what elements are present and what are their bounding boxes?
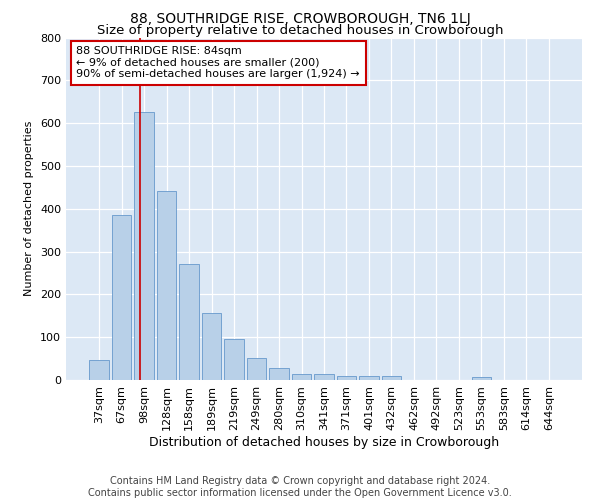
- Bar: [134, 112, 154, 380]
- Bar: [247, 358, 266, 380]
- Text: 88 SOUTHRIDGE RISE: 84sqm
← 9% of detached houses are smaller (200)
90% of semi-: 88 SOUTHRIDGE RISE: 84sqm ← 9% of detach…: [76, 46, 360, 80]
- Bar: [269, 368, 289, 380]
- Bar: [472, 377, 491, 380]
- Bar: [314, 374, 334, 380]
- Text: Size of property relative to detached houses in Crowborough: Size of property relative to detached ho…: [97, 24, 503, 37]
- Bar: [112, 215, 131, 380]
- Bar: [337, 376, 356, 380]
- Bar: [292, 374, 311, 380]
- Bar: [157, 191, 176, 380]
- Y-axis label: Number of detached properties: Number of detached properties: [25, 121, 34, 296]
- Text: Contains HM Land Registry data © Crown copyright and database right 2024.
Contai: Contains HM Land Registry data © Crown c…: [88, 476, 512, 498]
- Bar: [224, 339, 244, 380]
- Bar: [202, 313, 221, 380]
- Bar: [382, 376, 401, 380]
- Text: 88, SOUTHRIDGE RISE, CROWBOROUGH, TN6 1LJ: 88, SOUTHRIDGE RISE, CROWBOROUGH, TN6 1L…: [130, 12, 470, 26]
- X-axis label: Distribution of detached houses by size in Crowborough: Distribution of detached houses by size …: [149, 436, 499, 448]
- Bar: [359, 376, 379, 380]
- Bar: [89, 360, 109, 380]
- Bar: [179, 264, 199, 380]
